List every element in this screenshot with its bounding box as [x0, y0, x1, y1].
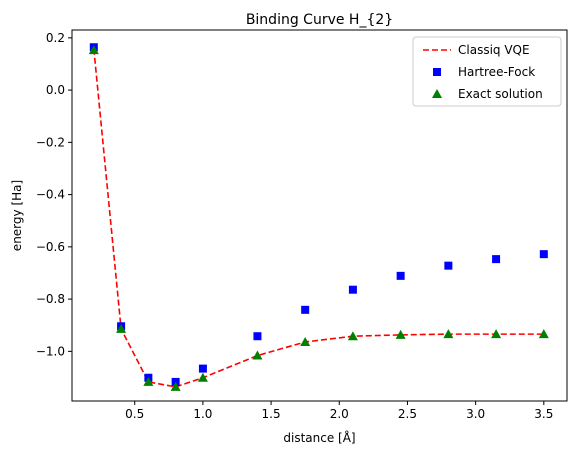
data-point: [395, 329, 406, 339]
legend-label: Hartree-Fock: [458, 65, 535, 79]
data-point: [252, 350, 263, 360]
data-point: [116, 323, 127, 333]
y-tick-label: −0.2: [36, 135, 65, 149]
data-point: [492, 255, 501, 264]
legend-swatch: [433, 68, 441, 76]
series-classiq-vqe: [93, 48, 544, 388]
x-tick-label: 2.5: [398, 407, 417, 421]
data-point: [539, 250, 548, 259]
series-line: [93, 48, 544, 388]
data-point: [300, 336, 311, 346]
y-axis: −1.0 −0.8 −0.6 −0.4 −0.2 0.0 0.2: [36, 31, 72, 358]
data-point: [170, 381, 181, 391]
y-tick-label: −0.8: [36, 292, 65, 306]
legend: Classiq VQE Hartree-Fock Exact solution: [412, 36, 562, 107]
data-point: [198, 364, 207, 373]
legend-swatch: [432, 89, 442, 98]
x-axis-label: distance [Å]: [283, 430, 355, 445]
x-tick-label: 1.0: [193, 407, 212, 421]
data-point: [197, 372, 208, 382]
data-point: [444, 261, 453, 270]
y-tick-label: 0.0: [46, 83, 65, 97]
legend-label: Exact solution: [458, 87, 543, 101]
data-point: [348, 285, 357, 294]
x-tick-label: 2.0: [330, 407, 349, 421]
y-tick-label: −0.6: [36, 240, 65, 254]
data-point: [301, 305, 310, 314]
legend-label: Classiq VQE: [458, 43, 530, 57]
data-point: [396, 271, 405, 280]
y-tick-label: 0.2: [46, 31, 65, 45]
chart-title: Binding Curve H_{2}: [246, 12, 393, 28]
data-point: [491, 329, 502, 339]
data-point: [253, 332, 262, 341]
plot-area: [88, 43, 549, 391]
x-tick-label: 0.5: [125, 407, 144, 421]
y-tick-label: −1.0: [36, 344, 65, 358]
x-tick-label: 3.5: [534, 407, 553, 421]
data-point: [347, 331, 358, 341]
x-axis: 0.5 1.0 1.5 2.0 2.5 3.0 3.5: [125, 401, 553, 421]
data-point: [538, 329, 549, 339]
x-tick-label: 3.0: [466, 407, 485, 421]
plot-frame: [71, 29, 568, 402]
data-point: [143, 376, 154, 386]
data-point: [88, 45, 99, 55]
y-tick-label: −0.4: [36, 188, 65, 202]
series-exact-solution: [88, 45, 549, 391]
data-point: [443, 329, 454, 339]
y-axis-label: energy [Ha]: [10, 180, 24, 251]
legend-box: [412, 36, 562, 107]
x-tick-label: 1.5: [262, 407, 281, 421]
